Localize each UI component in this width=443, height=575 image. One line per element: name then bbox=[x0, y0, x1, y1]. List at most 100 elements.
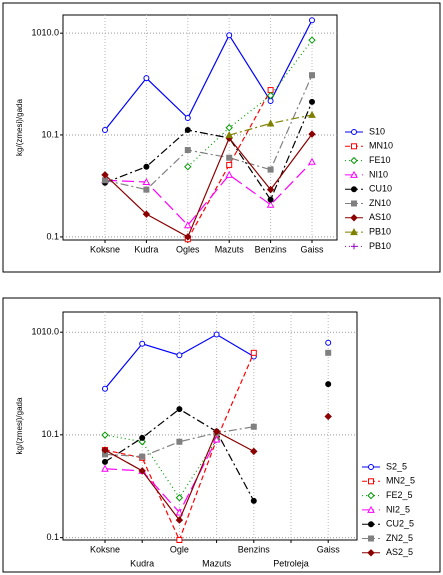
legend-label: NI2_5 bbox=[386, 504, 410, 514]
data-point bbox=[250, 349, 257, 356]
series-line bbox=[104, 439, 218, 514]
data-point bbox=[325, 381, 332, 388]
y-axis-label: kg/(zmesi)/gada bbox=[15, 99, 24, 156]
legend-label: MN2_5 bbox=[386, 476, 415, 486]
data-point bbox=[308, 130, 316, 138]
data-point bbox=[184, 162, 192, 171]
data-point bbox=[143, 75, 150, 82]
data-point bbox=[138, 467, 146, 475]
x-tick-label: Koksne bbox=[90, 544, 120, 554]
x-tick-label: Gaiss bbox=[300, 244, 324, 254]
x-tick-label: Petroleja bbox=[273, 558, 309, 568]
legend-marker bbox=[351, 186, 357, 193]
series-line bbox=[104, 74, 313, 191]
legend-label: PB10 bbox=[369, 226, 391, 236]
x-tick-label: Gaiss bbox=[317, 544, 341, 554]
data-point bbox=[102, 385, 108, 392]
data-point bbox=[213, 331, 220, 338]
data-point bbox=[142, 177, 151, 186]
data-point bbox=[225, 124, 233, 132]
data-point bbox=[176, 352, 183, 359]
data-point bbox=[184, 127, 191, 134]
data-point bbox=[184, 233, 192, 241]
data-point bbox=[102, 127, 108, 134]
y-tick-label: 1010.0 bbox=[31, 28, 59, 38]
legend-marker bbox=[367, 549, 375, 557]
data-point bbox=[139, 340, 146, 347]
data-point bbox=[175, 494, 184, 502]
data-point bbox=[226, 161, 233, 168]
legend-marker bbox=[368, 535, 374, 542]
series-line bbox=[104, 133, 313, 238]
legend-marker bbox=[368, 478, 374, 485]
data-point bbox=[266, 91, 275, 100]
chart-frame bbox=[2, 297, 441, 573]
data-point bbox=[266, 185, 275, 194]
data-point bbox=[143, 163, 150, 170]
legend-marker bbox=[351, 243, 357, 250]
x-tick-label: Benzins bbox=[238, 544, 271, 554]
x-tick-label: Ogles bbox=[176, 244, 200, 254]
legend-marker bbox=[350, 228, 358, 236]
legend-marker bbox=[350, 214, 358, 222]
legend-label: NI10 bbox=[369, 169, 388, 179]
legend-label: FE2_5 bbox=[386, 490, 413, 500]
data-point bbox=[183, 221, 192, 229]
data-point bbox=[212, 427, 221, 436]
legend-label: ZN10 bbox=[369, 198, 391, 208]
data-point bbox=[308, 36, 316, 44]
legend-marker bbox=[367, 491, 375, 500]
data-point bbox=[101, 431, 109, 439]
data-point bbox=[250, 447, 258, 456]
legend-marker bbox=[350, 170, 358, 178]
legend-marker bbox=[368, 464, 374, 470]
series-line bbox=[104, 19, 313, 131]
series-line bbox=[104, 434, 218, 499]
data-point bbox=[176, 438, 183, 445]
series-line bbox=[104, 161, 313, 227]
y-tick-label: 10.1 bbox=[41, 129, 59, 139]
data-point bbox=[142, 210, 151, 218]
data-point bbox=[101, 171, 109, 179]
plot-frame bbox=[62, 14, 338, 241]
data-point bbox=[175, 508, 184, 516]
data-point bbox=[225, 131, 234, 139]
legend-label: S10 bbox=[369, 126, 385, 136]
x-tick-label: Kudra bbox=[134, 244, 158, 254]
x-tick-label: Ogle bbox=[170, 544, 189, 554]
data-point bbox=[267, 87, 274, 94]
legend-marker bbox=[350, 156, 358, 165]
legend-label: FE10 bbox=[369, 155, 391, 165]
legend-label: CU2_5 bbox=[386, 519, 414, 529]
data-point bbox=[266, 119, 275, 127]
x-tick-label: Mazuts bbox=[215, 244, 245, 254]
data-point bbox=[308, 110, 316, 118]
legend-label: MN10 bbox=[369, 141, 393, 151]
data-point bbox=[226, 32, 233, 39]
legend-marker bbox=[351, 143, 357, 150]
legend-label: S2_5 bbox=[386, 461, 407, 471]
chart-frame bbox=[2, 2, 441, 273]
x-tick-label: Benzins bbox=[255, 244, 288, 254]
y-axis-label: kg/(zmesi)/gada bbox=[15, 397, 24, 454]
y-tick-label: 0.1 bbox=[46, 231, 59, 241]
data-point bbox=[102, 458, 108, 465]
legend-marker bbox=[351, 129, 357, 135]
data-point bbox=[101, 464, 109, 472]
data-point bbox=[226, 154, 233, 161]
data-point bbox=[324, 412, 332, 421]
data-point bbox=[139, 434, 146, 441]
y-tick-label: 0.1 bbox=[46, 532, 59, 542]
legend-label: CU10 bbox=[369, 184, 392, 194]
data-point bbox=[309, 98, 315, 105]
plot-frame bbox=[62, 311, 358, 541]
series-line bbox=[187, 89, 272, 240]
series-line bbox=[187, 39, 313, 168]
legend-marker bbox=[367, 505, 375, 513]
legend-label: AS10 bbox=[369, 212, 391, 222]
data-point bbox=[267, 196, 274, 203]
data-point bbox=[309, 72, 315, 79]
data-point bbox=[176, 537, 183, 543]
data-point bbox=[212, 435, 221, 443]
